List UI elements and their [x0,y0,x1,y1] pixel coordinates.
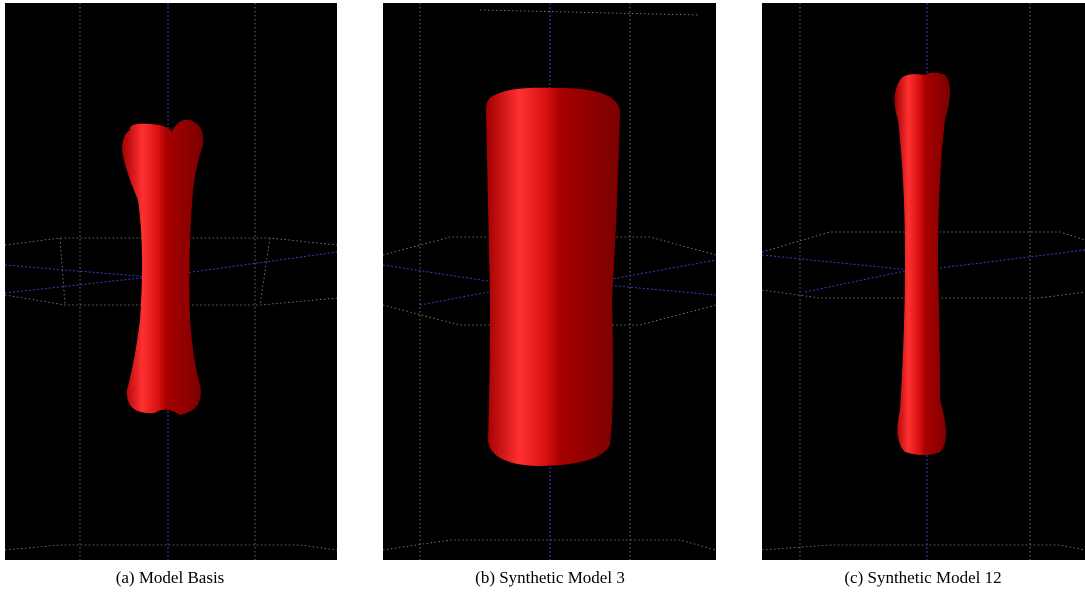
panel-b [383,3,716,560]
caption: (a) Model Basis [0,568,340,588]
caption: (b) Synthetic Model 3 [380,568,720,588]
caption: (c) Synthetic Model 12 [753,568,1085,588]
panel-c [762,3,1085,560]
figure: (a) Model Basis (b) Synthetic Model 3 (c… [0,0,1085,599]
bone [486,88,620,466]
renders [0,0,1085,599]
panel-a [5,3,337,560]
